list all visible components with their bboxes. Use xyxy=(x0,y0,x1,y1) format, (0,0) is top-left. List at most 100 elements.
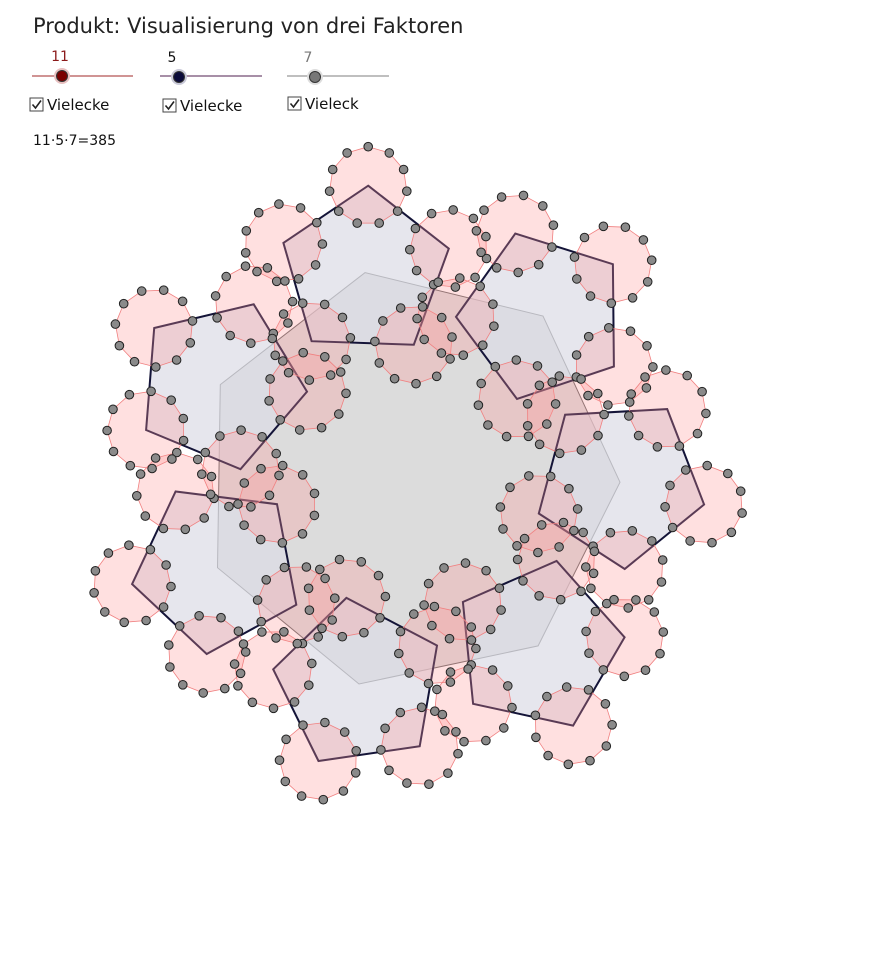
vertex-point xyxy=(737,508,747,518)
checkbox-box[interactable] xyxy=(162,98,177,113)
vertex-point xyxy=(665,480,675,491)
vertex-point xyxy=(443,768,453,779)
vertex-point xyxy=(172,447,182,458)
vertex-point xyxy=(578,527,589,538)
vertex-point xyxy=(627,293,638,303)
vertex-point xyxy=(334,409,344,419)
vertex-point xyxy=(533,259,544,270)
vertex-point xyxy=(274,755,285,766)
vertex-point xyxy=(146,386,156,397)
vertex-point xyxy=(439,563,449,573)
vertex-point xyxy=(342,148,352,158)
vertex-point xyxy=(641,383,652,393)
vertex-point xyxy=(590,606,601,617)
vertex-point xyxy=(538,201,548,211)
vertex-point xyxy=(351,746,362,756)
vertex-point xyxy=(505,482,515,493)
vertex-point xyxy=(723,468,733,479)
vertex-point xyxy=(488,299,498,310)
vertex-point xyxy=(458,350,469,361)
vertex-point xyxy=(680,465,691,475)
vertex-point xyxy=(261,575,272,585)
vertex-point xyxy=(187,316,198,326)
vertex-point xyxy=(588,568,599,579)
vertex-point xyxy=(374,218,385,228)
checkbox-label[interactable]: Vielecke xyxy=(47,96,109,114)
checkbox-label[interactable]: Vieleck xyxy=(305,95,359,113)
vertex-point xyxy=(459,736,469,747)
checkbox-label[interactable]: Vielecke xyxy=(180,97,242,115)
vertex-point xyxy=(707,537,717,548)
vertex-point xyxy=(307,658,317,669)
vertex-point xyxy=(158,285,169,296)
vertex-point xyxy=(445,354,455,364)
vertex-point xyxy=(335,367,346,377)
vertex-point xyxy=(239,520,249,531)
vertex-point xyxy=(642,277,653,287)
vertex-point xyxy=(330,593,340,604)
vertex-point xyxy=(432,684,442,695)
vertex-point xyxy=(466,635,477,645)
checkbox[interactable]: Vielecke xyxy=(29,96,109,114)
vertex-point xyxy=(481,565,491,576)
vertex-point xyxy=(471,643,481,654)
vertex-point xyxy=(161,560,171,570)
slider-value: 7 xyxy=(304,50,313,66)
vertex-point xyxy=(548,220,559,230)
slider-value: 5 xyxy=(168,50,177,66)
vertex-point xyxy=(579,232,590,243)
vertex-point xyxy=(543,750,553,761)
slider-knob[interactable] xyxy=(173,71,185,83)
vertex-point xyxy=(436,312,447,323)
vertex-point xyxy=(298,720,308,731)
vertex-point xyxy=(417,292,428,303)
vertex-point xyxy=(445,667,456,677)
vertex-point xyxy=(235,668,246,679)
vertex-point xyxy=(274,470,284,481)
vertex-point xyxy=(495,502,506,512)
vertex-point xyxy=(620,222,631,232)
vertex-point xyxy=(118,298,129,309)
vertex-point xyxy=(545,471,556,482)
vertex-point xyxy=(110,319,121,329)
vertex-point xyxy=(320,352,330,362)
vertex-point xyxy=(572,274,582,284)
vertex-point xyxy=(534,380,545,391)
vertex-point xyxy=(384,765,394,776)
vertex-point xyxy=(316,422,327,433)
vertex-point xyxy=(108,404,118,415)
vertex-point xyxy=(518,190,529,201)
vertex-point xyxy=(481,231,491,242)
vertex-point xyxy=(398,164,409,175)
vertex-point xyxy=(702,460,713,471)
checkbox-box[interactable] xyxy=(287,96,302,111)
vertex-point xyxy=(280,276,290,286)
vertex-point xyxy=(603,400,613,410)
vertex-point xyxy=(410,223,421,234)
vertex-point xyxy=(374,358,385,368)
vertex-point xyxy=(271,633,281,643)
vertex-point xyxy=(460,558,471,568)
vertex-point xyxy=(643,595,654,605)
vertex-point xyxy=(352,218,363,228)
checkbox[interactable]: Vielecke xyxy=(162,97,242,115)
checkbox[interactable]: Vieleck xyxy=(287,95,359,113)
vertex-point xyxy=(581,562,591,572)
vertex-point xyxy=(233,499,243,509)
vertex-point xyxy=(304,375,315,385)
vertex-point xyxy=(604,323,614,333)
vertex-point xyxy=(647,536,657,546)
vertex-point xyxy=(649,607,660,617)
vertex-point xyxy=(569,525,579,536)
vertex-point xyxy=(601,598,612,609)
vertex-point xyxy=(576,586,586,597)
vertex-point xyxy=(158,602,169,612)
slider-knob[interactable] xyxy=(56,70,68,82)
checkbox-box[interactable] xyxy=(29,97,44,112)
slider-knob[interactable] xyxy=(309,71,321,83)
vertex-point xyxy=(339,727,350,737)
vertex-point xyxy=(593,430,603,441)
vertex-point xyxy=(278,309,289,319)
vertex-point xyxy=(619,671,630,682)
vertex-point xyxy=(661,365,671,375)
